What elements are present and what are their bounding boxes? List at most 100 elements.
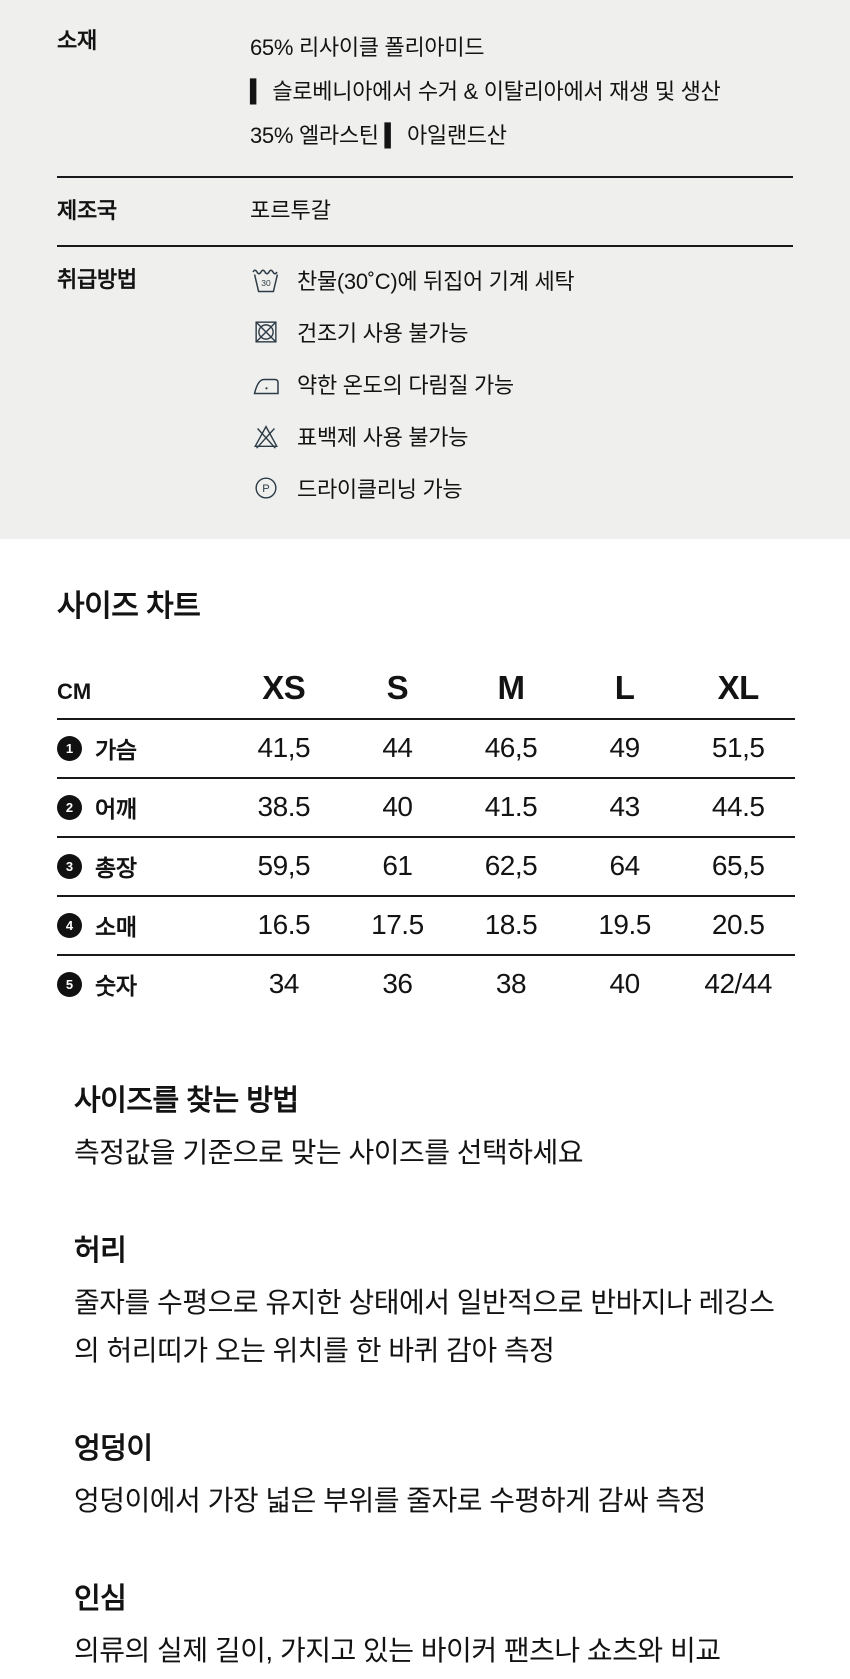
country-value: 포르투갈 — [250, 198, 331, 223]
cell-value: 41,5 — [257, 732, 311, 764]
row-label: 2 어깨 — [57, 790, 227, 824]
care-row: 취급방법 30 찬물(30˚C)에 뒤집어 기계 세탁 — [57, 265, 793, 503]
care-item-text: 약한 온도의 다림질 가능 — [297, 373, 514, 399]
row-label: 3 총장 — [57, 849, 227, 883]
cell-value: 46,5 — [484, 732, 538, 764]
size-table-header: CM XS S M L XL — [57, 669, 795, 720]
care-item-text: 표백제 사용 불가능 — [297, 425, 469, 451]
care-item-wash: 30 찬물(30˚C)에 뒤집어 기계 세탁 — [250, 265, 575, 295]
column-header-xs: XS — [262, 668, 306, 706]
cell-value: 44.5 — [711, 791, 765, 823]
care-label: 취급방법 — [57, 266, 137, 292]
material-line: ▍ 슬로베니아에서 수거 & 이탈리아에서 재생 및 생산 — [250, 79, 721, 104]
material-line: 65% 리사이클 폴리아미드 — [250, 35, 485, 60]
cell-value: 65,5 — [711, 850, 765, 882]
size-chart-title: 사이즈 차트 — [57, 589, 201, 623]
guide-section-hip: 엉덩이 엉덩이에서 가장 넓은 부위를 줄자로 수평하게 감싸 측정 — [74, 1425, 792, 1525]
country-label: 제조국 — [57, 198, 117, 223]
cell-value: 17.5 — [371, 909, 424, 941]
care-item-no-tumble-dry: 건조기 사용 불가능 — [250, 318, 574, 347]
table-row-number: 5 숫자 34 36 38 40 42/44 — [57, 956, 795, 1013]
care-item-text: 건조기 사용 불가능 — [297, 321, 469, 347]
size-table: CM XS S M L XL 1 가슴 41,5 44 46,5 49 51,5… — [57, 669, 795, 1013]
row-number-badge: 3 — [57, 853, 82, 879]
guide-section-waist: 허리 줄자를 수평으로 유지한 상태에서 일반적으로 반바지나 레깅스의 허리띠… — [74, 1227, 792, 1375]
dry-clean-icon: P — [250, 473, 282, 503]
size-guide: 사이즈를 찾는 방법 측정값을 기준으로 맞는 사이즈를 선택하세요 허리 줄자… — [74, 1077, 792, 1675]
cell-value: 36 — [382, 968, 413, 1000]
column-header-l: L — [614, 668, 635, 706]
row-number-badge: 4 — [57, 912, 82, 938]
cell-value: 61 — [382, 850, 413, 882]
column-header-xl: XL — [717, 668, 760, 706]
cell-value: 18.5 — [484, 909, 538, 941]
guide-heading: 인심 — [74, 1582, 127, 1615]
cell-value: 20.5 — [711, 909, 765, 941]
guide-section-inseam: 인심 의류의 실제 길이, 가지고 있는 바이커 팬츠나 쇼츠와 비교 — [74, 1575, 792, 1675]
guide-body: 의류의 실제 길이, 가지고 있는 바이커 팬츠나 쇼츠와 비교 — [74, 1634, 721, 1666]
cell-value: 16.5 — [257, 909, 311, 941]
guide-body: 엉덩이에서 가장 넓은 부위를 줄자로 수평하게 감싸 측정 — [74, 1484, 706, 1516]
table-row-chest: 1 가슴 41,5 44 46,5 49 51,5 — [57, 720, 795, 779]
row-label: 5 숫자 — [57, 967, 227, 1001]
dry-clean-letter: P — [262, 484, 270, 496]
cell-value: 40 — [609, 968, 641, 1000]
cell-value: 34 — [268, 968, 300, 1000]
care-item-text: 드라이클리닝 가능 — [297, 477, 463, 503]
cell-value: 64 — [609, 850, 641, 882]
row-label: 1 가슴 — [57, 731, 227, 765]
material-row: 소재 65% 리사이클 폴리아미드 ▍ 슬로베니아에서 수거 & 이탈리아에서 … — [57, 26, 793, 158]
cell-value: 40 — [382, 791, 413, 823]
guide-body: 측정값을 기준으로 맞는 사이즈를 선택하세요 — [74, 1136, 584, 1168]
guide-section-how-to: 사이즈를 찾는 방법 측정값을 기준으로 맞는 사이즈를 선택하세요 — [74, 1077, 792, 1177]
row-name: 소매 — [95, 914, 137, 941]
row-name: 가슴 — [95, 737, 137, 764]
row-number-badge: 2 — [57, 794, 82, 820]
cell-value: 44 — [382, 732, 413, 764]
cell-value: 19.5 — [598, 909, 651, 941]
care-item-text: 찬물(30˚C)에 뒤집어 기계 세탁 — [297, 269, 575, 295]
column-header-s: S — [386, 668, 409, 706]
wash-temp-label: 30 — [261, 278, 271, 288]
divider — [57, 244, 793, 247]
care-item-dry-clean: P 드라이클리닝 가능 — [250, 474, 574, 503]
unit-label: CM — [57, 678, 92, 704]
row-number-badge: 1 — [57, 735, 82, 761]
column-header-m: M — [497, 668, 525, 706]
no-tumble-dry-icon — [250, 317, 282, 347]
cell-value: 41.5 — [484, 791, 538, 823]
material-line: 35% 엘라스틴 ▍ 아일랜드산 — [250, 123, 507, 148]
row-name: 어깨 — [95, 796, 137, 823]
material-label: 소재 — [57, 28, 97, 53]
row-name: 총장 — [95, 855, 137, 882]
row-name: 숫자 — [95, 973, 137, 1000]
cell-value: 38.5 — [257, 791, 311, 823]
iron-low-icon — [250, 369, 282, 399]
no-bleach-icon — [250, 421, 282, 451]
material-value: 65% 리사이클 폴리아미드 ▍ 슬로베니아에서 수거 & 이탈리아에서 재생 … — [250, 26, 721, 158]
size-chart-section: 사이즈 차트 CM XS S M L XL 1 가슴 41,5 44 46,5 … — [57, 581, 795, 1013]
wash-30-icon: 30 — [250, 265, 282, 295]
guide-heading: 허리 — [74, 1234, 127, 1267]
guide-heading: 사이즈를 찾는 방법 — [74, 1084, 299, 1117]
guide-heading: 엉덩이 — [74, 1432, 153, 1465]
table-row-sleeve: 4 소매 16.5 17.5 18.5 19.5 20.5 — [57, 897, 795, 956]
table-row-length: 3 총장 59,5 61 62,5 64 65,5 — [57, 838, 795, 897]
cell-value: 62,5 — [484, 850, 538, 882]
care-item-no-bleach: 표백제 사용 불가능 — [250, 422, 574, 451]
guide-body: 줄자를 수평으로 유지한 상태에서 일반적으로 반바지나 레깅스의 허리띠가 오… — [74, 1286, 775, 1366]
table-row-shoulder: 2 어깨 38.5 40 41.5 43 44.5 — [57, 779, 795, 838]
row-number-badge: 5 — [57, 971, 82, 997]
row-label: 4 소매 — [57, 908, 227, 942]
cell-value: 59,5 — [257, 850, 311, 882]
cell-value: 49 — [609, 732, 641, 764]
country-row: 제조국 포르투갈 — [57, 196, 793, 227]
care-item-iron: 약한 온도의 다림질 가능 — [250, 370, 574, 399]
cell-value: 42/44 — [704, 968, 772, 1000]
divider — [57, 176, 793, 178]
product-spec-panel: 소재 65% 리사이클 폴리아미드 ▍ 슬로베니아에서 수거 & 이탈리아에서 … — [0, 0, 850, 539]
cell-value: 43 — [609, 791, 641, 823]
care-list: 30 찬물(30˚C)에 뒤집어 기계 세탁 건조기 사용 불가능 — [250, 265, 575, 503]
cell-value: 51,5 — [711, 732, 765, 764]
cell-value: 38 — [495, 968, 527, 1000]
